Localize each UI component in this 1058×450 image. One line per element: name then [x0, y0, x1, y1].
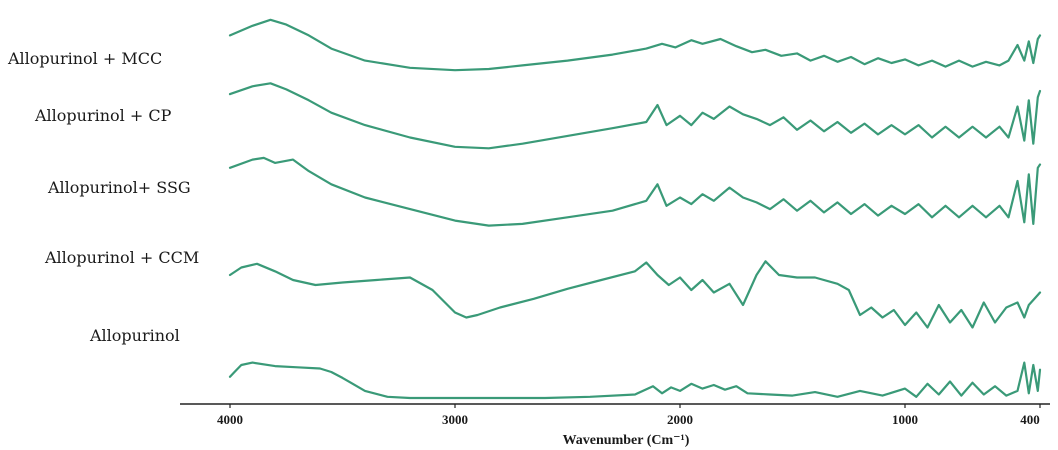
series-line-3 — [228, 156, 1042, 227]
series-label-1: Allopurinol + MCC — [7, 49, 162, 68]
series-label-5: Allopurinol — [89, 326, 180, 345]
x-tick-label-1000: 1000 — [892, 412, 918, 427]
series-line-1 — [228, 18, 1042, 72]
series-line-2 — [228, 82, 1042, 150]
series-line-5 — [228, 361, 1042, 400]
x-tick-label-4000: 4000 — [217, 412, 243, 427]
series-labels: Allopurinol + MCC Allopurinol + CP Allopur… — [7, 49, 199, 345]
series-line-4 — [228, 260, 1042, 329]
x-tick-label-3000: 3000 — [442, 412, 468, 427]
series-label-3: Allopurinol+ SSG — [47, 178, 191, 197]
series-layer — [228, 18, 1042, 400]
x-tick-label-400: 400 — [1020, 412, 1040, 427]
x-axis-ticks: 4000 3000 2000 1000 400 — [217, 404, 1041, 427]
x-axis-title: Wavenumber (Cm⁻¹) — [563, 433, 690, 448]
x-tick-label-2000: 2000 — [667, 412, 693, 427]
series-label-2: Allopurinol + CP — [34, 106, 172, 125]
series-label-4: Allopurinol + CCM — [44, 248, 199, 267]
